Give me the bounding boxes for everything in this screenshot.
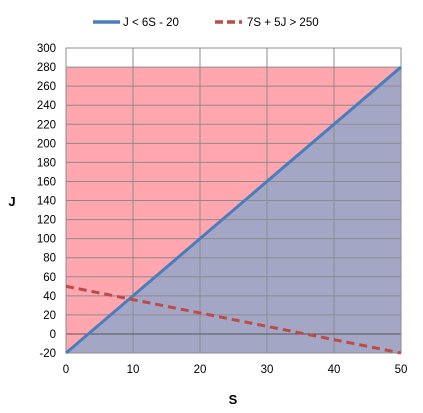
y-tick-label-1: 0 (50, 329, 56, 341)
y-tick-label-0: -20 (39, 348, 56, 360)
y-tick-label-12: 220 (37, 119, 56, 131)
series-line-7s-5j-gt-250 (65, 284, 402, 355)
legend-label-7s-5j-gt-250: 7S + 5J > 250 (247, 17, 319, 29)
plot-area: 0 10 20 30 40 50 -20 0 20 40 60 80 100 120 140 160 180 20… (37, 43, 408, 376)
x-tick-label-2: 20 (194, 364, 207, 376)
y-axis-title: J (8, 194, 15, 209)
y-tick-label-3: 40 (43, 291, 56, 303)
y-tick-label-10: 180 (37, 157, 56, 169)
x-tick-label-5: 50 (395, 364, 408, 376)
y-tick-label-14: 260 (37, 81, 56, 93)
y-tick-label-6: 100 (37, 234, 56, 246)
y-tick-label-4: 60 (43, 272, 56, 284)
x-tick-label-4: 40 (328, 364, 341, 376)
legend-label-j-le-6s-20: J < 6S - 20 (123, 17, 179, 29)
legend: J < 6S - 20 7S + 5J > 250 (93, 17, 319, 29)
x-axis-title: S (229, 392, 238, 407)
y-tick-label-16: 300 (37, 43, 56, 55)
y-tick-label-5: 80 (43, 253, 56, 265)
y-tick-label-13: 240 (37, 100, 56, 112)
y-tick-label-7: 120 (37, 215, 56, 227)
y-tick-label-15: 280 (37, 62, 56, 74)
plot-border (65, 47, 402, 354)
y-tick-label-2: 20 (43, 310, 56, 322)
y-tick-label-9: 160 (37, 176, 56, 188)
y-tick-label-11: 200 (37, 138, 56, 150)
x-tick-label-0: 0 (63, 364, 69, 376)
x-tick-label-1: 10 (127, 364, 140, 376)
series-line-j-le-6s-20 (65, 65, 402, 355)
x-tick-label-3: 30 (261, 364, 274, 376)
y-tick-label-8: 140 (37, 196, 56, 208)
